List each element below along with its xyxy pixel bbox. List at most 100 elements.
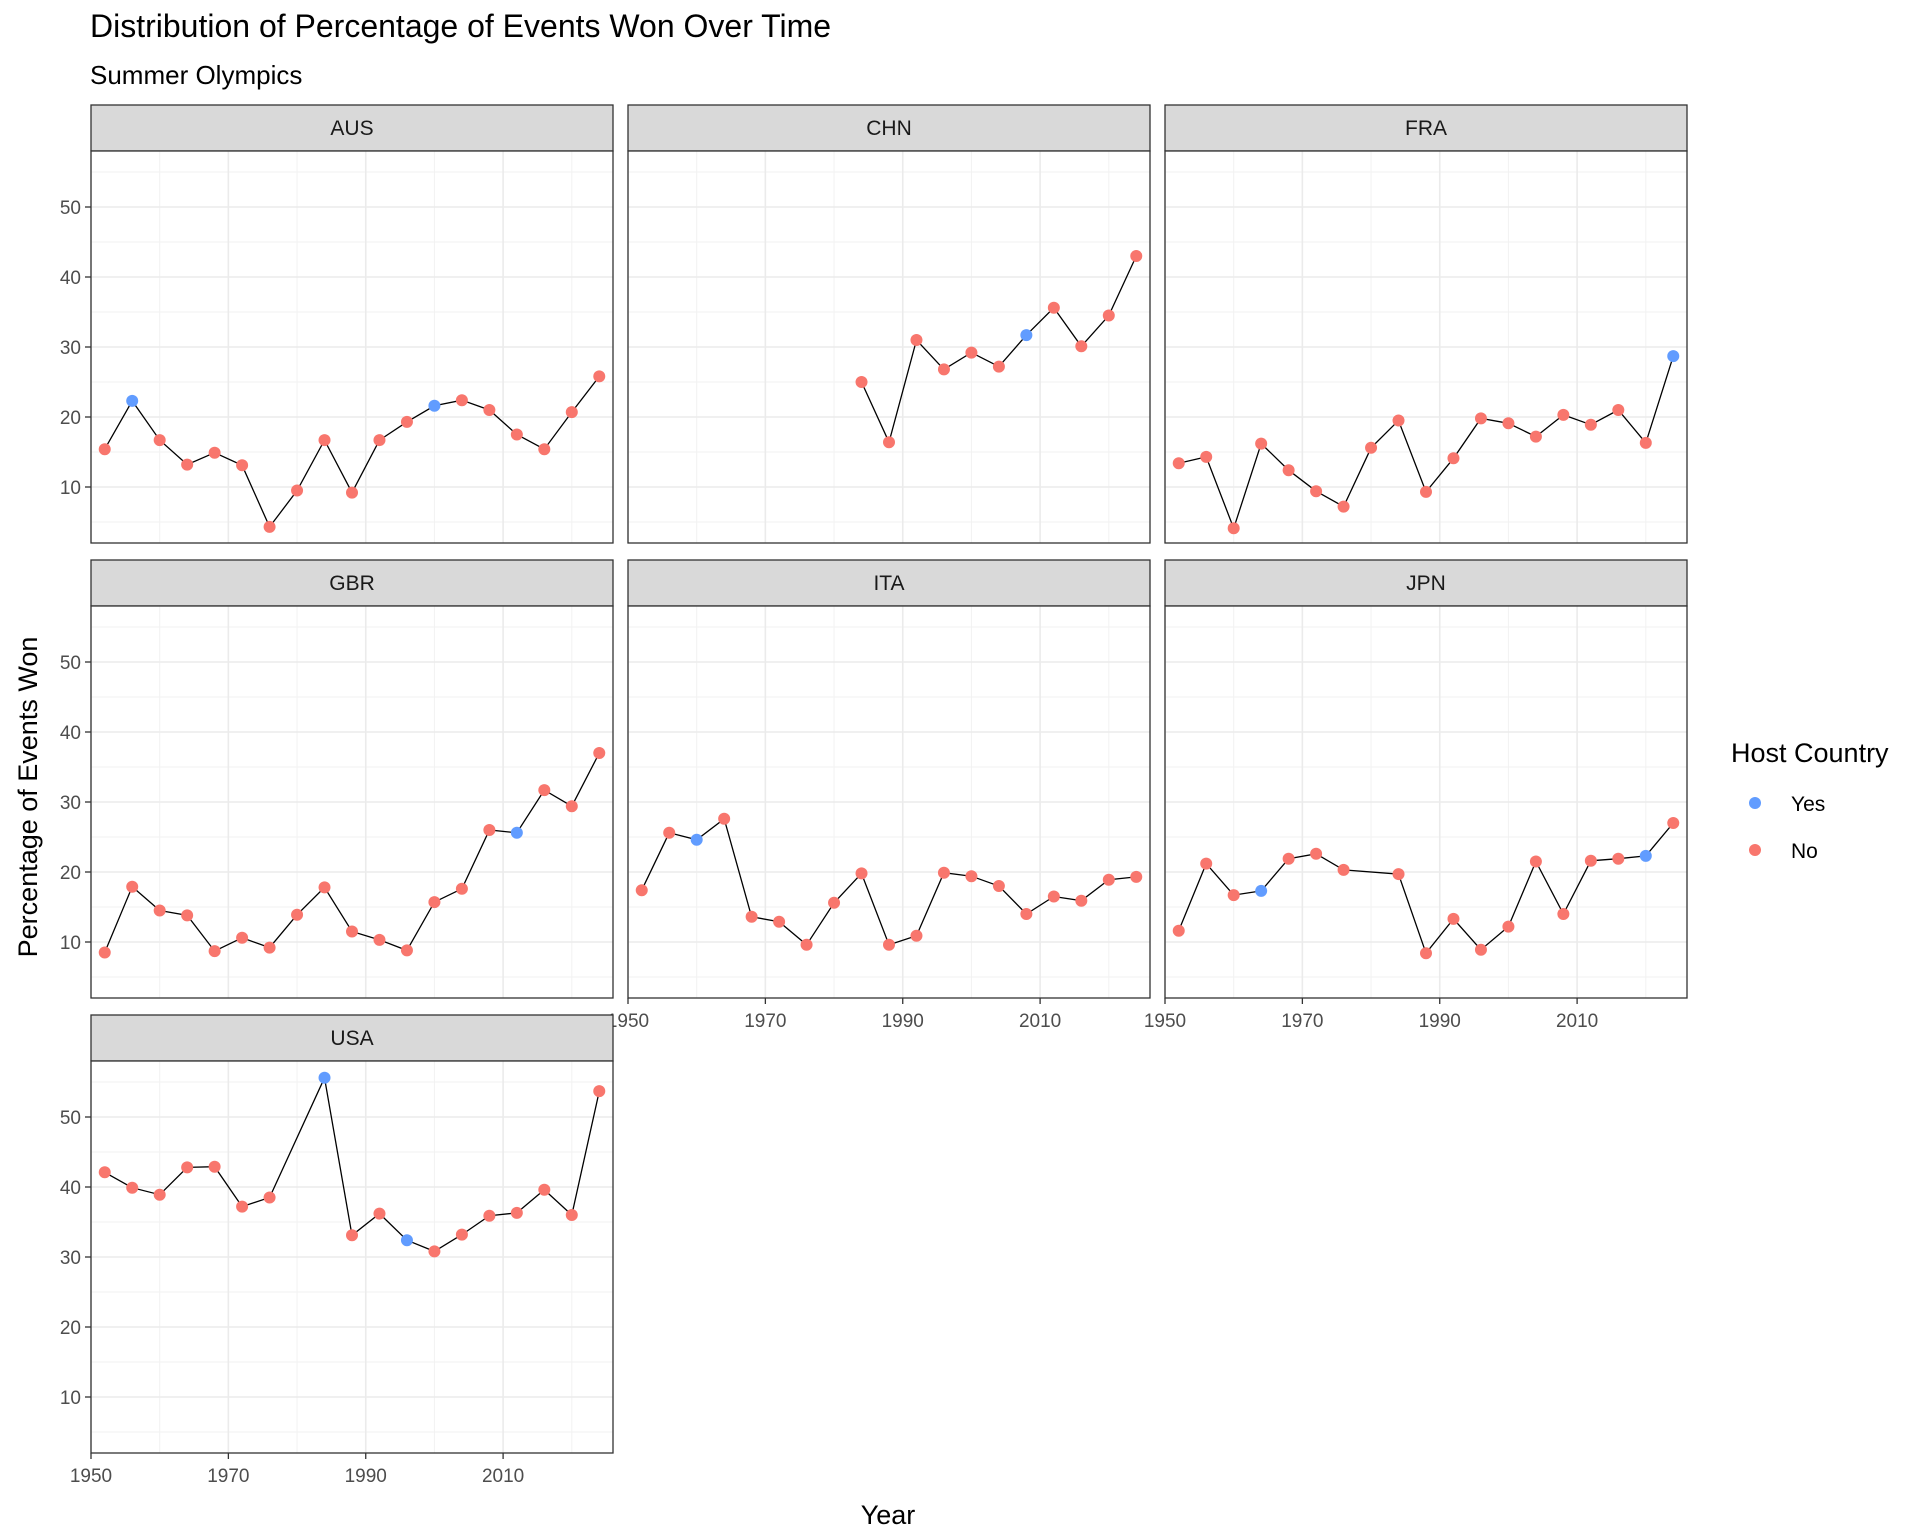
data-point: [1557, 908, 1570, 920]
data-point: [1420, 947, 1432, 960]
y-tick-label: 20: [60, 1318, 81, 1339]
data-point: [773, 915, 786, 928]
data-point: [428, 399, 441, 412]
grid: [90, 151, 613, 543]
data-point: [455, 394, 468, 407]
facet-label: CHN: [866, 117, 912, 140]
y-tick-label: 10: [60, 933, 81, 954]
data-point: [1102, 309, 1115, 322]
x-tick-label: 1970: [1281, 1011, 1323, 1032]
data-point: [1612, 852, 1625, 865]
data-point: [455, 882, 468, 895]
data-point: [455, 1228, 468, 1241]
data-point: [1282, 852, 1295, 865]
data-point: [965, 346, 978, 359]
y-tick-label: 30: [60, 1248, 81, 1269]
data-point: [291, 484, 304, 497]
data-point: [318, 1071, 331, 1084]
grid: [627, 151, 1150, 543]
data-point: [937, 363, 950, 376]
panel-gbr: GBR 10 20 30 40 50: [60, 559, 614, 999]
legend-key-yes: [1749, 797, 1761, 809]
data-point: [593, 1085, 606, 1098]
data-point: [1474, 943, 1487, 956]
data-point: [263, 1191, 276, 1204]
data-point: [1447, 912, 1460, 925]
data-point: [538, 1183, 551, 1196]
data-point: [346, 925, 358, 938]
data-point: [483, 1209, 496, 1222]
data-point: [745, 910, 758, 923]
data-point: [992, 880, 1005, 892]
facet-label: JPN: [1406, 572, 1446, 595]
data-point: [98, 443, 111, 456]
data-point: [428, 896, 441, 909]
data-point: [1047, 890, 1060, 903]
y-tick-label: 50: [60, 198, 81, 219]
y-tick-label: 30: [60, 793, 81, 814]
facet-strip: [627, 104, 1151, 152]
legend-title: Host Country: [1731, 738, 1889, 768]
data-point: [1310, 485, 1323, 498]
data-point: [153, 1188, 166, 1201]
data-point: [965, 870, 978, 883]
x-tick-label: 2010: [1556, 1011, 1598, 1032]
data-point: [1557, 408, 1570, 421]
facet-strip: [627, 559, 1151, 607]
grid: [1164, 606, 1687, 998]
x-tick-label: 1950: [70, 1466, 112, 1487]
panel-ita: ITA 1950 1970 1990 2010: [607, 559, 1151, 1032]
data-point: [593, 747, 606, 759]
data-point: [400, 415, 413, 428]
data-point: [263, 520, 276, 533]
data-point: [291, 908, 304, 921]
data-point: [400, 1234, 413, 1247]
data-point: [483, 824, 496, 836]
data-point: [1337, 863, 1350, 876]
grid: [1164, 151, 1687, 543]
y-tick-label: 10: [60, 1388, 81, 1409]
x-tick-label: 1970: [744, 1011, 786, 1032]
data-point: [1200, 857, 1213, 870]
panel-border: [627, 150, 1151, 544]
y-tick-label: 40: [60, 268, 81, 289]
facet-label: USA: [330, 1027, 373, 1050]
grid: [90, 606, 613, 998]
x-tick-label: 1950: [607, 1011, 649, 1032]
data-point: [126, 1181, 139, 1194]
y-tick-label: 50: [60, 653, 81, 674]
legend-label-yes: Yes: [1791, 793, 1825, 816]
x-tick-label: 1970: [207, 1466, 249, 1487]
data-point: [1020, 329, 1033, 342]
data-point: [1130, 250, 1143, 262]
data-point: [1102, 873, 1115, 886]
data-point: [663, 826, 676, 839]
facet-label: AUS: [330, 117, 373, 140]
data-point: [910, 334, 923, 346]
data-point: [1420, 485, 1432, 498]
data-point: [263, 941, 276, 954]
data-point: [910, 929, 923, 942]
data-point: [1529, 430, 1542, 443]
data-point: [236, 1200, 249, 1213]
data-point: [937, 866, 950, 879]
panel-jpn: JPN 1950 1970 1990 2010: [1144, 559, 1688, 1032]
data-point: [98, 946, 111, 959]
data-point: [346, 1229, 358, 1242]
legend: Host Country Yes No: [1731, 738, 1889, 863]
chart-subtitle: Summer Olympics: [90, 60, 303, 90]
data-point: [236, 459, 249, 472]
data-point: [593, 370, 606, 383]
data-point: [855, 376, 868, 388]
data-point: [1200, 450, 1213, 463]
x-tick-label: 1990: [1419, 1011, 1461, 1032]
data-point: [510, 1206, 523, 1219]
data-point: [992, 360, 1005, 373]
legend-key-no: [1749, 844, 1761, 856]
y-tick-label: 40: [60, 723, 81, 744]
data-point: [1310, 847, 1323, 860]
data-point: [538, 443, 551, 456]
data-point: [1020, 908, 1033, 920]
data-point: [565, 406, 578, 419]
